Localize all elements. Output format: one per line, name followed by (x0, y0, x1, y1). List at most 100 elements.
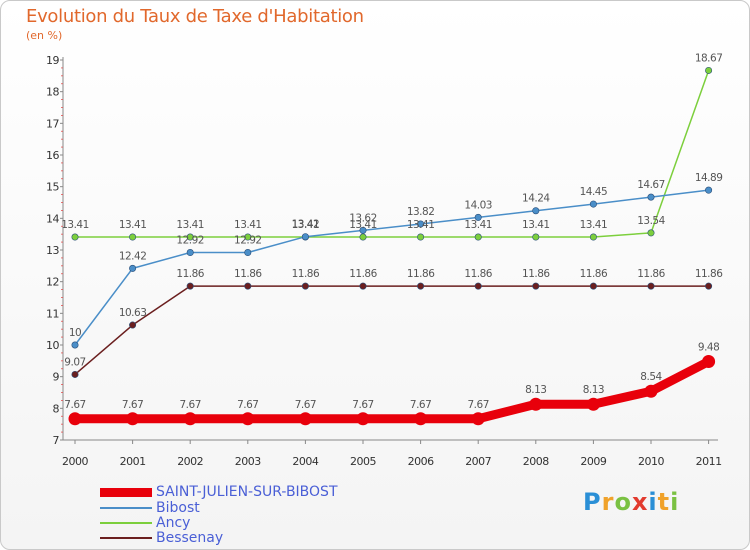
point-bibost (301, 233, 309, 241)
point-bessenay (705, 282, 713, 290)
series-line-saint-julien (70, 356, 714, 424)
point-bibost (186, 249, 194, 257)
data-label-ancy: 18.67 (695, 52, 723, 64)
legend-swatch-saint-julien (100, 488, 152, 497)
point-bessenay (129, 321, 137, 329)
series-ancy (71, 66, 713, 241)
point-ancy (244, 233, 252, 241)
point-saint-julien (702, 354, 716, 368)
data-label-saint-julien: 7.67 (468, 399, 489, 411)
data-label-bessenay: 11.86 (580, 268, 608, 280)
point-bessenay (359, 282, 367, 290)
point-bessenay (474, 282, 482, 290)
point-saint-julien (68, 412, 82, 426)
legend-label-ancy: Ancy (156, 515, 191, 531)
point-bibost (417, 220, 425, 228)
legend-item-saint-julien: SAINT-JULIEN-SUR-BIBOST (100, 484, 400, 500)
x-tick-label: 2000 (62, 455, 88, 468)
point-bibost (244, 249, 252, 257)
data-label-ancy: 13.41 (522, 219, 550, 231)
series-line-bibost (74, 189, 710, 346)
legend-label-bessenay: Bessenay (156, 530, 224, 546)
data-label-bessenay: 11.86 (695, 268, 723, 280)
data-label-bibost: 14.24 (522, 193, 550, 205)
y-tick-label: 13 (46, 244, 59, 257)
x-tick-label: 2004 (292, 455, 318, 468)
series-line-ancy (74, 69, 710, 238)
data-label-ancy: 13.54 (637, 215, 665, 227)
data-label-saint-julien: 8.13 (583, 384, 604, 396)
data-label-bessenay: 11.86 (292, 268, 320, 280)
data-label-bessenay: 11.86 (407, 268, 435, 280)
series-layer (68, 66, 716, 426)
point-ancy (129, 233, 137, 241)
data-label-bibost: 14.67 (637, 179, 665, 191)
point-bibost (647, 193, 655, 201)
data-label-ancy: 13.41 (292, 219, 320, 231)
point-saint-julien (298, 412, 312, 426)
data-label-saint-julien: 7.67 (237, 399, 258, 411)
point-bessenay (647, 282, 655, 290)
x-tick-label: 2005 (350, 455, 376, 468)
data-label-saint-julien: 8.13 (525, 384, 546, 396)
data-label-ancy: 13.41 (61, 219, 89, 231)
y-tick-label: 10 (46, 339, 59, 352)
data-label-ancy: 13.41 (119, 219, 147, 231)
point-bibost (705, 186, 713, 194)
y-tick-label: 17 (46, 117, 59, 130)
point-ancy (532, 233, 540, 241)
y-tick-label: 18 (46, 86, 59, 99)
data-label-ancy: 13.41 (234, 219, 262, 231)
x-tick-label: 2002 (177, 455, 203, 468)
x-tick-label: 2006 (408, 455, 434, 468)
data-label-saint-julien: 7.67 (64, 399, 85, 411)
point-bibost (129, 264, 137, 272)
data-label-bessenay: 11.86 (176, 268, 204, 280)
y-tick-label: 8 (53, 402, 60, 415)
data-label-bessenay: 11.86 (349, 268, 377, 280)
x-tick-label: 2001 (120, 455, 146, 468)
data-label-bibost: 10 (69, 327, 81, 339)
data-label-bibost: 14.45 (580, 186, 608, 198)
chart-subtitle: (en %) (26, 29, 63, 42)
data-label-bessenay: 9.07 (64, 356, 85, 368)
data-label-bibost: 12.42 (119, 250, 147, 262)
data-label-bibost: 12.92 (234, 235, 262, 247)
data-label-ancy: 13.41 (464, 219, 492, 231)
x-tick-label: 2008 (523, 455, 549, 468)
point-bibost (71, 341, 79, 349)
x-tick-label: 2003 (235, 455, 261, 468)
data-label-saint-julien: 7.67 (410, 399, 431, 411)
legend-item-ancy: Ancy (100, 515, 400, 531)
point-ancy (589, 233, 597, 241)
data-label-bibost: 13.42 (292, 219, 320, 231)
legend-item-bibost: Bibost (100, 500, 400, 516)
legend-swatch-ancy (100, 522, 152, 524)
data-label-bessenay: 11.86 (464, 268, 492, 280)
point-bessenay (417, 282, 425, 290)
point-bibost (474, 213, 482, 221)
point-ancy (359, 233, 367, 241)
legend-item-bessenay: Bessenay (100, 530, 400, 546)
data-label-bessenay: 11.86 (522, 268, 550, 280)
point-bibost (359, 226, 367, 234)
point-saint-julien (586, 397, 600, 411)
data-label-bessenay: 11.86 (234, 268, 262, 280)
data-label-saint-julien: 7.67 (180, 399, 201, 411)
point-bessenay (244, 282, 252, 290)
y-tick-label: 16 (46, 149, 59, 162)
legend-swatch-bibost (100, 507, 152, 509)
point-saint-julien (241, 412, 255, 426)
series-saint-julien (68, 354, 716, 426)
data-label-ancy: 13.41 (176, 219, 204, 231)
y-tick-label: 11 (46, 307, 59, 320)
point-ancy (647, 229, 655, 237)
y-tick-label: 15 (46, 181, 59, 194)
point-ancy (417, 233, 425, 241)
point-ancy (186, 233, 194, 241)
y-tick-label: 12 (46, 276, 59, 289)
data-label-saint-julien: 7.67 (352, 399, 373, 411)
data-labels-layer: 13.41 13.41 13.41 13.41 13.41 13.41 13.41 13.41… (61, 52, 723, 410)
point-ancy (705, 66, 713, 74)
